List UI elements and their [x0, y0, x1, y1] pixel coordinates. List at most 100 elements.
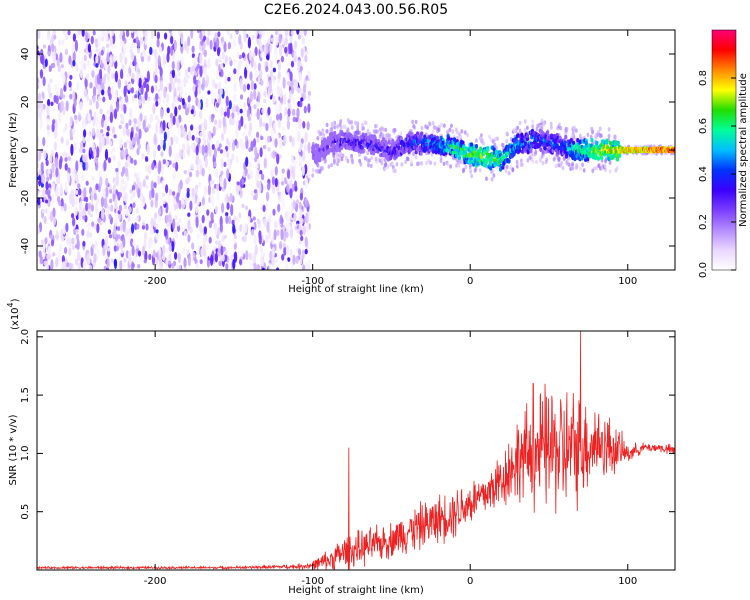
ridge-haze-cell: [412, 151, 415, 156]
noise-cell: [122, 151, 126, 158]
noise-cell: [208, 236, 212, 244]
noise-cell: [218, 119, 222, 129]
noise-cell: [92, 118, 96, 127]
noise-cell: [69, 116, 73, 124]
noise-cell: [174, 73, 178, 84]
ridge-haze-cell: [455, 129, 459, 135]
noise-cell: [64, 157, 68, 162]
noise-cell: [102, 188, 106, 196]
noise-cell: [159, 67, 163, 77]
noise-cell: [253, 195, 257, 201]
ridge-cell: [529, 148, 533, 154]
noise-cell: [95, 163, 99, 171]
noise-cell: [42, 44, 47, 49]
ridge-haze-cell: [361, 126, 365, 131]
noise-cell: [244, 135, 248, 141]
noise-cell: [262, 204, 266, 213]
noise-cell: [224, 55, 228, 64]
noise-cell: [290, 30, 294, 36]
x-tick-label: -200: [144, 576, 167, 587]
noise-cell: [212, 78, 216, 88]
noise-cell: [98, 140, 102, 153]
noise-cell: [50, 101, 54, 107]
ridge-cell: [595, 140, 599, 146]
ridge-haze-cell: [367, 163, 370, 168]
noise-cell: [261, 173, 265, 181]
noise-cell: [123, 204, 128, 210]
ridge-haze-cell: [335, 155, 339, 160]
ridge-haze-cell: [322, 132, 326, 138]
noise-cell: [276, 85, 280, 94]
noise-cell: [192, 84, 196, 93]
ridge-haze-cell: [433, 161, 437, 166]
noise-cell: [78, 210, 82, 221]
noise-cell: [118, 124, 122, 129]
noise-cell: [171, 69, 175, 79]
noise-cell: [52, 252, 56, 257]
noise-cell: [307, 90, 311, 97]
noise-cell: [298, 155, 302, 164]
ridge-haze-cell: [523, 119, 527, 124]
ridge-cell: [489, 157, 493, 162]
noise-cell: [168, 145, 172, 157]
noise-cell: [206, 209, 210, 216]
noise-cell: [282, 77, 286, 89]
ridge-haze-cell: [337, 158, 341, 163]
noise-cell: [289, 35, 293, 43]
noise-cell: [185, 107, 190, 115]
noise-cell: [235, 66, 240, 77]
noise-cell: [48, 92, 53, 98]
noise-cell: [133, 159, 137, 166]
noise-cell: [65, 137, 69, 147]
noise-cell: [178, 218, 182, 223]
noise-cell: [64, 123, 68, 131]
noise-cell: [149, 240, 153, 249]
noise-cell: [122, 221, 126, 233]
noise-cell: [72, 179, 76, 188]
noise-cell: [199, 110, 203, 120]
noise-cell: [272, 184, 276, 195]
noise-cell: [101, 36, 105, 42]
noise-cell: [37, 136, 40, 148]
noise-cell: [271, 176, 275, 186]
noise-cell: [157, 175, 161, 185]
noise-cell: [167, 260, 171, 265]
noise-cell: [93, 149, 97, 158]
ridge-haze-cell: [375, 123, 379, 129]
noise-cell: [109, 198, 113, 204]
noise-cell: [136, 215, 140, 222]
noise-cell: [132, 240, 136, 247]
noise-cell: [215, 140, 219, 149]
noise-cell: [165, 258, 169, 267]
noise-cell: [212, 187, 216, 195]
noise-cell: [103, 119, 107, 129]
noise-cell: [183, 257, 187, 269]
noise-cell: [124, 161, 128, 169]
noise-cell: [227, 190, 231, 196]
noise-cell: [122, 166, 126, 175]
noise-cell: [304, 248, 308, 255]
noise-cell: [97, 95, 102, 102]
colorbar-tick-label: 0.0: [698, 262, 709, 278]
noise-cell: [174, 251, 178, 260]
noise-cell: [115, 174, 119, 187]
ridge-haze-cell: [557, 163, 561, 168]
noise-cell: [246, 83, 250, 91]
noise-cell: [119, 260, 123, 270]
noise-cell: [304, 236, 308, 248]
ridge-haze-cell: [496, 136, 499, 141]
noise-cell: [201, 197, 205, 206]
noise-cell: [210, 254, 214, 266]
noise-cell: [270, 168, 274, 179]
noise-cell: [188, 130, 192, 141]
noise-cell: [287, 210, 291, 222]
noise-cell: [263, 185, 267, 192]
noise-cell: [77, 112, 82, 122]
noise-cell: [162, 244, 166, 254]
noise-cell: [92, 30, 96, 36]
y-tick-label: -20: [20, 190, 31, 206]
noise-cell: [301, 38, 306, 45]
noise-cell: [112, 184, 116, 195]
noise-cell: [115, 246, 119, 251]
noise-cell: [234, 251, 238, 263]
